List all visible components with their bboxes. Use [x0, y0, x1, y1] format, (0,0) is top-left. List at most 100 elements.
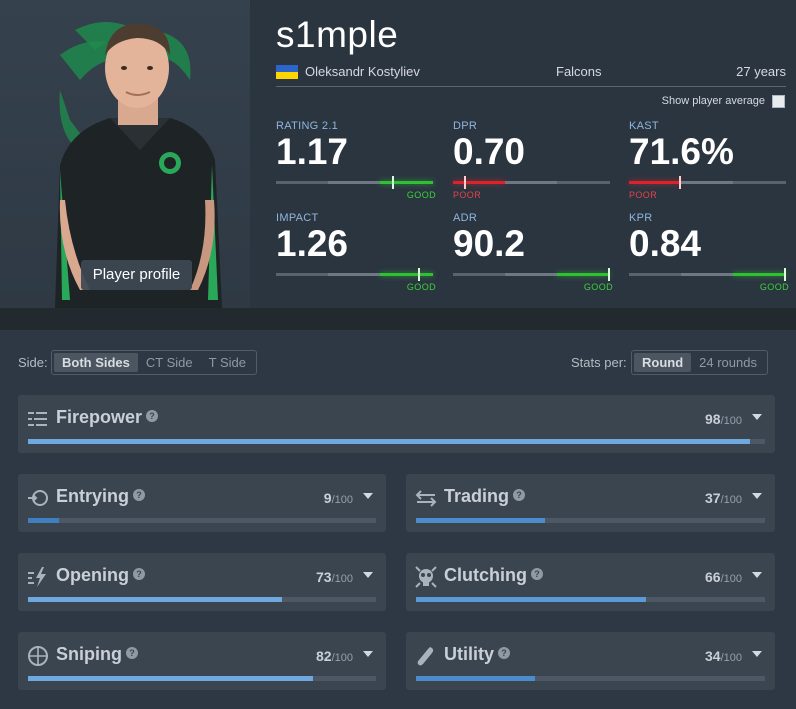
stat-bar	[629, 176, 786, 189]
per-option-round[interactable]: Round	[634, 353, 692, 372]
category-bar-fill	[28, 518, 60, 523]
player-team[interactable]: Falcons	[556, 64, 602, 79]
stat-value: 1.17	[276, 131, 349, 172]
clutch-icon	[415, 566, 437, 588]
side-option-t[interactable]: T Side	[208, 355, 246, 370]
stat-label: KAST	[629, 120, 659, 132]
chevron-down-icon[interactable]	[752, 651, 762, 657]
trading-icon	[415, 490, 437, 507]
side-option-ct[interactable]: CT Side	[145, 355, 193, 370]
firepower-icon	[28, 412, 47, 426]
per-option-24-rounds[interactable]: 24 rounds	[699, 355, 757, 370]
category-score: 34/100	[705, 648, 742, 664]
stat-label: DPR	[453, 120, 478, 132]
player-image	[55, 22, 222, 308]
category-clutching[interactable]: Clutching? 66/100	[406, 553, 775, 611]
category-score: 9/100	[323, 490, 353, 506]
chevron-down-icon[interactable]	[752, 572, 762, 578]
category-title: Entrying?	[56, 486, 146, 507]
grenade-icon	[417, 647, 434, 666]
category-bar-fill	[28, 597, 283, 602]
player-header: Player profile s1mple Oleksandr Kostylie…	[0, 0, 796, 308]
stat-value: 0.70	[453, 131, 526, 172]
category-score: 66/100	[705, 569, 742, 585]
category-bar	[28, 439, 765, 444]
category-opening[interactable]: Opening? 73/100	[18, 553, 386, 611]
header-divider	[276, 86, 786, 87]
help-icon[interactable]: ?	[498, 647, 511, 660]
stat-kpr: KPR 0.84 GOOD	[629, 212, 789, 292]
stat-label: IMPACT	[276, 212, 319, 224]
help-icon[interactable]: ?	[126, 647, 138, 660]
stats-per-label: Stats per:	[571, 355, 627, 370]
player-age: 27 years	[736, 64, 786, 79]
stat-verdict: GOOD	[759, 282, 789, 292]
category-bar-fill	[416, 676, 535, 681]
category-title: Firepower?	[56, 407, 159, 428]
player-nickname: s1mple	[276, 14, 399, 55]
stat-bar	[629, 268, 786, 281]
side-filter: Both Sides CT Side T Side	[51, 350, 257, 375]
stat-value: 90.2	[453, 223, 526, 264]
ukraine-flag-icon	[276, 65, 298, 79]
category-title: Clutching?	[444, 565, 543, 586]
category-bar	[416, 676, 765, 681]
stat-label: ADR	[453, 212, 478, 224]
section-divider	[0, 308, 796, 330]
category-score: 37/100	[705, 490, 742, 506]
stat-verdict: POOR	[453, 190, 482, 200]
crosshair-icon	[28, 646, 48, 666]
category-title: Utility?	[444, 644, 511, 665]
chevron-down-icon[interactable]	[752, 493, 762, 499]
category-bar-fill	[28, 439, 751, 444]
stat-bar	[276, 176, 433, 189]
category-bar	[28, 676, 376, 681]
stat-label: RATING 2.1	[276, 120, 339, 132]
category-trading[interactable]: Trading? 37/100	[406, 474, 775, 532]
stat-verdict: GOOD	[406, 282, 436, 292]
category-title: Trading?	[444, 486, 526, 507]
show-average-label: Show player average	[661, 95, 765, 107]
category-bar-fill	[416, 518, 546, 523]
category-bar	[28, 518, 376, 523]
category-score: 73/100	[316, 569, 353, 585]
chevron-down-icon[interactable]	[363, 651, 373, 657]
side-filter-label: Side:	[18, 355, 48, 370]
category-utility[interactable]: Utility? 34/100	[406, 632, 775, 690]
help-icon[interactable]: ?	[531, 568, 543, 581]
player-real-name: Oleksandr Kostyliev	[305, 64, 420, 79]
chevron-down-icon[interactable]	[363, 493, 373, 499]
side-option-both[interactable]: Both Sides	[54, 353, 138, 372]
stat-value: 71.6%	[629, 131, 734, 172]
help-icon[interactable]: ?	[513, 489, 526, 502]
category-title: Sniping?	[56, 644, 138, 665]
stat-kast: KAST 71.6% POOR	[629, 120, 789, 200]
player-photo: Player profile	[0, 0, 250, 308]
category-sniping[interactable]: Sniping? 82/100	[18, 632, 386, 690]
stat-bar	[453, 268, 610, 281]
category-bar	[28, 597, 376, 602]
stat-rating: RATING 2.1 1.17 GOOD	[276, 120, 436, 200]
category-firepower[interactable]: Firepower? 98/100	[18, 395, 775, 453]
show-average-checkbox[interactable]	[772, 95, 785, 108]
stat-adr: ADR 90.2 GOOD	[453, 212, 613, 292]
help-icon[interactable]: ?	[133, 568, 145, 581]
category-score: 98/100	[705, 411, 742, 427]
entry-icon	[28, 490, 48, 506]
chevron-down-icon[interactable]	[752, 414, 762, 420]
stat-bar	[276, 268, 433, 281]
category-bar	[416, 597, 765, 602]
category-bar-fill	[416, 597, 647, 602]
chevron-down-icon[interactable]	[363, 572, 373, 578]
stat-dpr: DPR 0.70 POOR	[453, 120, 613, 200]
stat-bar	[453, 176, 610, 189]
player-profile-button[interactable]: Player profile	[81, 260, 192, 290]
stats-per-filter: Round 24 rounds	[631, 350, 768, 375]
category-entrying[interactable]: Entrying? 9/100	[18, 474, 386, 532]
stat-verdict: GOOD	[583, 282, 613, 292]
opening-icon	[28, 567, 46, 587]
stat-impact: IMPACT 1.26 GOOD	[276, 212, 436, 292]
help-icon[interactable]: ?	[146, 410, 159, 423]
category-title: Opening?	[56, 565, 145, 586]
help-icon[interactable]: ?	[133, 489, 146, 502]
